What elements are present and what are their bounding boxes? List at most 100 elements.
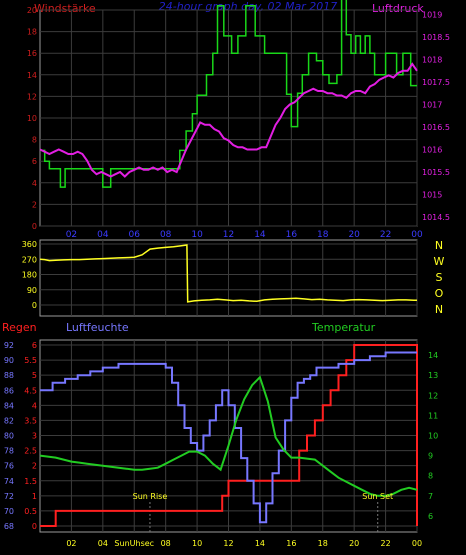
- wind-tick-label: 14: [27, 71, 37, 80]
- pressure-tick-label: 1015: [422, 191, 442, 200]
- direction-tick-label: 180: [22, 271, 37, 280]
- temperature-tick-label: 11: [428, 411, 438, 420]
- hour-tick-label: 22: [380, 230, 391, 240]
- pressure-tick-label: 1018: [422, 56, 442, 65]
- hour-tick-label: 02: [66, 539, 76, 548]
- wind-tick-label: 0: [32, 222, 37, 231]
- wind-tick-label: 12: [27, 92, 37, 101]
- humidity-tick-label: 70: [4, 507, 14, 516]
- wind-tick-label: 2: [32, 200, 37, 209]
- hour-tick-label: 14: [255, 539, 265, 548]
- rain-tick-label: 1.5: [24, 477, 37, 486]
- humidity-tick-label: 84: [4, 401, 14, 410]
- hour-tick-label: 20: [348, 230, 360, 240]
- wind-tick-label: 18: [27, 28, 37, 37]
- hour-tick-label: 10: [192, 539, 202, 548]
- temperature-line: [39, 375, 418, 497]
- wind-tick-label: 4: [32, 179, 37, 188]
- wind-pressure-panel: 024681012141618201014.510151015.51016101…: [27, 0, 450, 240]
- sunrise-label: Sun Rise: [133, 492, 168, 501]
- pressure-tick-label: 1018.5: [422, 33, 450, 42]
- hour-tick-label: 20: [349, 539, 359, 548]
- humidity-tick-label: 72: [4, 492, 14, 501]
- hour-tick-label: 04: [98, 539, 108, 548]
- rain-humidity-temp-panel: 6870727476788082848688909200.511.522.533…: [4, 339, 438, 548]
- hour-tick-label: 04: [97, 230, 109, 240]
- hour-tick-label: SunUhsec: [114, 539, 154, 548]
- hour-tick-label: 00: [412, 539, 422, 548]
- rain-tick-label: 3.5: [24, 416, 37, 425]
- pressure-tick-label: 1016.5: [422, 123, 450, 132]
- rain-tick-label: 0: [32, 522, 37, 531]
- wind-tick-label: 10: [27, 114, 37, 123]
- rain-tick-label: 4.5: [24, 386, 37, 395]
- temperature-tick-label: 12: [428, 391, 438, 400]
- hour-tick-label: 18: [318, 539, 328, 548]
- hour-tick-label: 06: [129, 230, 141, 240]
- humidity-tick-label: 76: [4, 462, 14, 471]
- direction-tick-label: 270: [22, 255, 37, 264]
- compass-label: O: [435, 287, 444, 300]
- temperature-axis-label: Temperatur: [311, 321, 376, 334]
- compass-label: N: [435, 239, 443, 252]
- temperature-tick-label: 9: [428, 452, 433, 461]
- temperature-tick-label: 6: [428, 512, 433, 521]
- rain-axis-label: Regen: [2, 321, 37, 334]
- wind-tick-label: 8: [32, 136, 37, 145]
- pressure-tick-label: 1016: [422, 146, 442, 155]
- hour-tick-label: 08: [160, 230, 172, 240]
- wind-tick-label: 16: [27, 49, 37, 58]
- hour-tick-label: 22: [380, 539, 390, 548]
- hour-tick-label: 16: [286, 539, 296, 548]
- pressure-line: [39, 62, 418, 178]
- rain-tick-label: 5: [32, 371, 37, 380]
- temperature-tick-label: 14: [428, 351, 438, 360]
- wind-tick-label: 20: [27, 6, 37, 15]
- hour-tick-label: 14: [254, 230, 266, 240]
- hour-tick-label: 16: [286, 230, 298, 240]
- pressure-tick-label: 1017: [422, 101, 442, 110]
- hour-tick-label: 08: [161, 539, 171, 548]
- hour-tick-label: 00: [411, 230, 423, 240]
- sunset-label: Sun Set: [362, 492, 393, 501]
- hour-tick-label: 02: [66, 230, 77, 240]
- rain-tick-label: 2: [32, 462, 37, 471]
- rain-tick-label: 2.5: [24, 447, 37, 456]
- humidity-tick-label: 78: [4, 447, 14, 456]
- rain-humidity-temp-series: [39, 344, 418, 527]
- humidity-tick-label: 80: [4, 432, 14, 441]
- humidity-tick-label: 88: [4, 371, 14, 380]
- pressure-tick-label: 1014.5: [422, 213, 450, 222]
- wind-tick-label: 6: [32, 157, 37, 166]
- temperature-tick-label: 8: [428, 472, 433, 481]
- wind-speed-line: [40, 0, 417, 188]
- humidity-tick-label: 68: [4, 522, 14, 531]
- rain-tick-label: 4: [32, 401, 37, 410]
- humidity-tick-label: 86: [4, 386, 14, 395]
- chart-title: 24-hour graph day, 02 Mar 2017: [159, 0, 337, 13]
- direction-tick-label: 0: [32, 301, 37, 310]
- rain-line: [40, 344, 418, 527]
- pressure-tick-label: 1015.5: [422, 168, 450, 177]
- temperature-tick-label: 7: [428, 492, 433, 501]
- wind-axis-label: Windstärke: [34, 2, 96, 15]
- pressure-tick-label: 1019: [422, 11, 442, 20]
- temperature-tick-label: 10: [428, 432, 438, 441]
- compass-label: N: [435, 303, 443, 316]
- humidity-tick-label: 90: [4, 356, 14, 365]
- wind-pressure-series: [39, 0, 418, 188]
- humidity-line: [40, 351, 417, 524]
- direction-tick-label: 90: [27, 286, 37, 295]
- wind-pressure-ticks: 024681012141618201014.510151015.51016101…: [27, 6, 450, 240]
- wind-direction-line: [39, 244, 417, 303]
- rain-tick-label: 3: [32, 432, 37, 441]
- hour-tick-label: 12: [223, 539, 233, 548]
- rain-tick-label: 1: [32, 492, 37, 501]
- rain-tick-label: 0.5: [24, 507, 37, 516]
- compass-label: S: [436, 271, 443, 284]
- hour-tick-label: 18: [317, 230, 329, 240]
- humidity-axis-label: Luftfeuchte: [66, 321, 129, 334]
